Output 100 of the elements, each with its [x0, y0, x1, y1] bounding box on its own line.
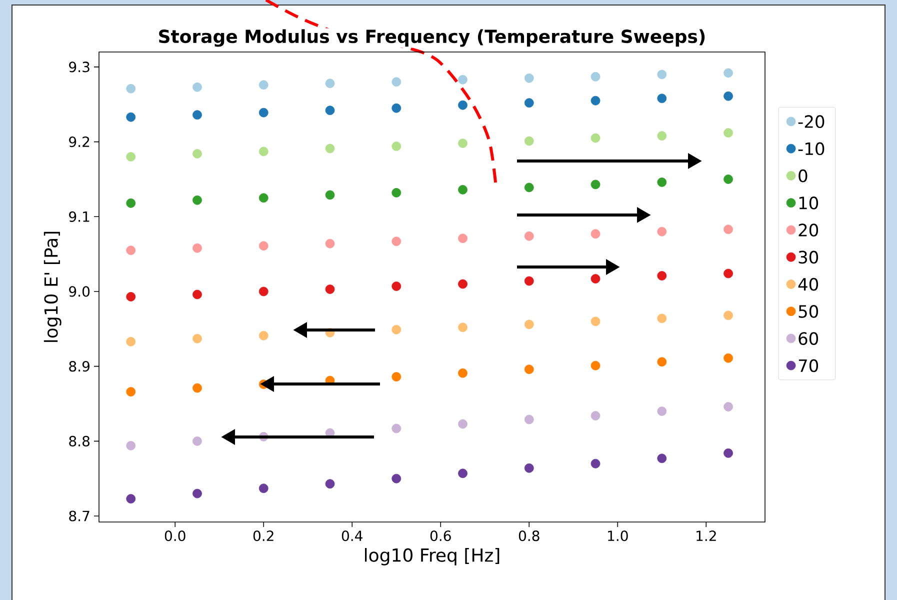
point	[590, 316, 600, 326]
point	[524, 73, 534, 83]
legend-label: -20	[798, 115, 824, 128]
point	[258, 80, 268, 90]
point	[192, 82, 202, 92]
point	[392, 236, 402, 246]
y-tick-label: 8.9	[69, 361, 90, 372]
legend-label: 70	[798, 359, 818, 372]
point	[458, 322, 468, 332]
point	[325, 78, 335, 88]
point	[590, 274, 600, 284]
point	[392, 188, 402, 198]
legend-label: 10	[799, 196, 818, 210]
point	[590, 360, 600, 370]
point	[392, 372, 402, 382]
point	[724, 224, 733, 234]
point	[392, 324, 402, 334]
x-tick-label: 1.0	[608, 530, 628, 542]
point	[258, 241, 268, 251]
point	[590, 180, 600, 190]
point	[258, 330, 268, 340]
point	[126, 440, 136, 450]
point	[657, 70, 667, 80]
point	[524, 98, 534, 108]
point	[192, 334, 202, 344]
y-tick-label: 9.3	[69, 62, 90, 72]
point	[524, 231, 534, 241]
point	[258, 484, 268, 494]
legend-label: 60	[798, 332, 818, 345]
x-tick-label: 0.8	[518, 530, 540, 542]
point	[590, 411, 600, 420]
point	[724, 402, 733, 412]
point	[126, 292, 136, 302]
point	[524, 182, 534, 192]
point	[657, 226, 667, 236]
point	[458, 138, 468, 148]
point	[590, 96, 600, 106]
point	[192, 383, 202, 393]
point	[458, 185, 468, 194]
point	[724, 448, 733, 458]
point	[458, 419, 468, 429]
y-tick-label: 8.7	[69, 510, 90, 522]
point	[458, 368, 468, 378]
point	[258, 286, 268, 296]
x-tick-label: 0.4	[342, 530, 362, 542]
point	[392, 424, 402, 434]
point	[192, 436, 202, 446]
y-axis-title: log10 E' [Pa]	[44, 232, 62, 342]
legend-label: 0	[798, 169, 808, 182]
point	[524, 276, 534, 286]
point	[724, 310, 733, 320]
point	[192, 195, 202, 205]
point	[524, 320, 534, 330]
point	[126, 112, 136, 122]
point	[192, 110, 202, 120]
point	[325, 106, 335, 116]
point	[657, 357, 667, 367]
point	[657, 94, 667, 104]
point	[724, 268, 733, 278]
point	[325, 144, 335, 154]
x-tick-label: 0.6	[430, 530, 451, 542]
point	[458, 100, 468, 110]
legend-label: 40	[798, 278, 818, 291]
point	[724, 353, 733, 363]
point	[524, 414, 534, 424]
point	[126, 494, 136, 504]
point	[325, 479, 335, 489]
point	[524, 136, 534, 146]
point	[126, 198, 136, 208]
point	[590, 229, 600, 239]
legend-label: 50	[798, 305, 818, 318]
y-tick-label: 9.0	[69, 286, 90, 297]
point	[392, 77, 402, 87]
point	[192, 488, 202, 498]
point	[258, 193, 268, 203]
point	[657, 406, 667, 416]
point	[590, 458, 600, 468]
y-tick-label: 9.1	[69, 211, 90, 222]
point	[458, 468, 468, 478]
y-tick-label: 9.2	[69, 136, 90, 148]
point	[392, 474, 402, 484]
point	[126, 387, 136, 396]
point	[657, 271, 667, 280]
point	[724, 174, 733, 184]
point	[325, 238, 335, 248]
point	[724, 91, 733, 101]
point	[392, 142, 402, 151]
point	[590, 133, 600, 143]
point	[325, 284, 335, 294]
point	[724, 68, 733, 78]
point	[458, 279, 468, 289]
point	[126, 336, 136, 346]
y-tick-label: 8.8	[69, 436, 90, 446]
point	[590, 72, 600, 82]
point	[657, 131, 667, 141]
point	[325, 190, 335, 200]
point	[392, 282, 402, 291]
point	[724, 128, 733, 138]
legend-label: 20	[798, 224, 818, 237]
x-tick-label: 0.2	[253, 530, 274, 542]
